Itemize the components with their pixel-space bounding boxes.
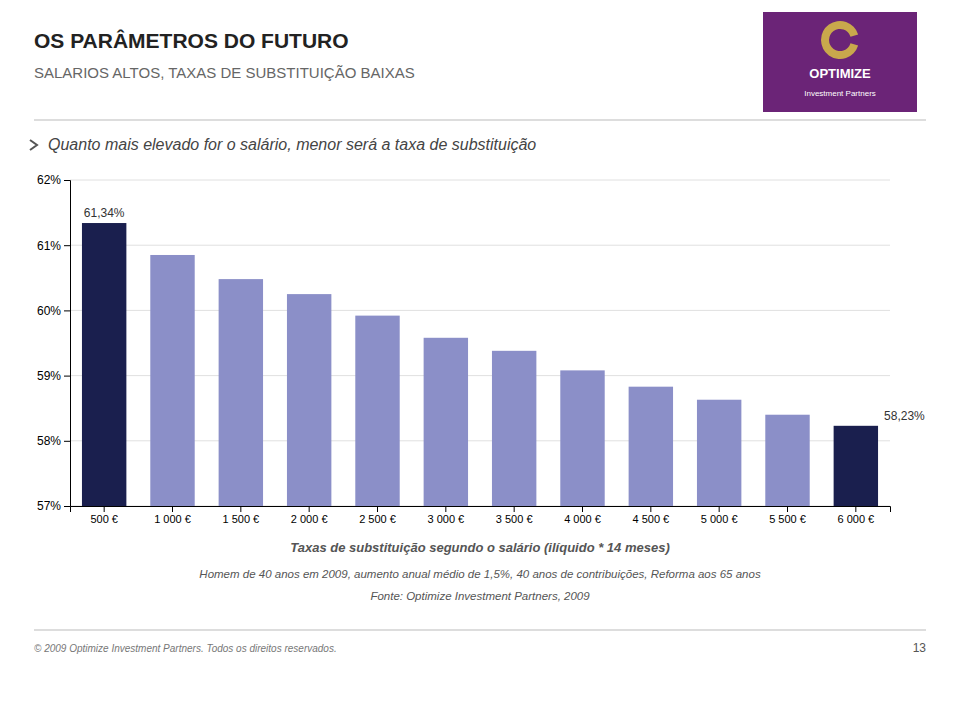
- tick-mark: [650, 506, 651, 512]
- tick-mark: [240, 506, 241, 512]
- caption: Taxas de substituição segundo o salário …: [290, 540, 670, 555]
- bar: [765, 415, 809, 506]
- tick-label: 2 000 €: [291, 513, 328, 525]
- tick-label: 5 500 €: [769, 513, 806, 525]
- caption-line: Homem de 40 anos em 2009, aumento anual …: [199, 568, 761, 580]
- caption-line: Fonte: Optimize Investment Partners, 200…: [370, 590, 590, 602]
- tick-label: 59%: [37, 369, 61, 383]
- page-number: 13: [913, 641, 927, 655]
- bar: [834, 426, 878, 506]
- tick: 1 500 €: [222, 506, 259, 525]
- tick: 1 000 €: [154, 506, 191, 525]
- tick-mark: [64, 180, 70, 181]
- tick: 500 €: [90, 506, 118, 525]
- footer: © 2009 Optimize Investment Partners. Tod…: [34, 643, 337, 654]
- tick-label: 58%: [37, 434, 61, 448]
- bar: [424, 338, 468, 506]
- x-axis: 500 € 1 000 € 1 500 € 2 000 € 2 500 € 3 000 €…: [71, 506, 891, 525]
- bar: [560, 370, 604, 506]
- tick-label: 62%: [37, 173, 61, 187]
- tick-label: 1 500 €: [222, 513, 259, 525]
- tick: 3 000 €: [427, 506, 464, 525]
- tick-mark: [582, 506, 583, 512]
- bullet: [30, 140, 37, 150]
- tick-mark: [309, 506, 310, 512]
- data-label: 58,23%: [884, 409, 925, 423]
- tick: 4 500 €: [632, 506, 669, 525]
- grid-line: [70, 180, 890, 181]
- bars: [82, 223, 878, 506]
- tick-mark: [719, 506, 720, 512]
- tick-label: 6 000 €: [837, 513, 874, 525]
- tick-mark: [855, 506, 856, 512]
- tick-label: 5 000 €: [701, 513, 738, 525]
- tick: 4 000 €: [564, 506, 601, 525]
- tick-mark: [64, 506, 70, 507]
- data-label: 61,34%: [84, 206, 125, 220]
- bar: [629, 387, 673, 506]
- bar: [150, 255, 194, 506]
- page: OS PARÂMETROS DO FUTURO SALARIOS ALTOS, T…: [0, 0, 960, 716]
- tick-label: 4 000 €: [564, 513, 601, 525]
- bar: [287, 294, 331, 506]
- tick-mark: [104, 506, 105, 512]
- tick-label: 3 500 €: [496, 513, 533, 525]
- tick-mark: [64, 245, 70, 246]
- note: Quanto mais elevado for o salário, menor…: [48, 136, 536, 153]
- bar: [355, 316, 399, 506]
- tick: 59%: [37, 369, 70, 383]
- tick-label: 57%: [37, 499, 61, 513]
- title: OS PARÂMETROS DO FUTURO: [34, 29, 349, 52]
- tick-label: 61%: [37, 239, 61, 253]
- tick-mark: [787, 506, 788, 512]
- tick: 2 000 €: [291, 506, 328, 525]
- tick: 6 000 €: [837, 506, 874, 525]
- tick-label: 2 500 €: [359, 513, 396, 525]
- tick-mark: [172, 506, 173, 512]
- tick-label: 60%: [37, 304, 61, 318]
- separator: [34, 120, 926, 121]
- tick-mark: [64, 310, 70, 311]
- subtitle: SALARIOS ALTOS, TAXAS DE SUBSTITUIÇÃO BA…: [34, 64, 415, 81]
- tick: 61%: [37, 239, 70, 253]
- y-axis: 57% 58% 59% 60% 61% 62%: [37, 173, 71, 513]
- tick: 57%: [37, 499, 70, 513]
- logo-text: OPTIMIZE: [809, 66, 871, 81]
- tick: 5 000 €: [701, 506, 738, 525]
- bar: [697, 400, 741, 506]
- tick-mark: [514, 506, 515, 512]
- bar: [82, 223, 126, 506]
- tick: 58%: [37, 434, 70, 448]
- axis-line: [71, 507, 891, 513]
- data-labels: 61,34% 58,23%: [84, 206, 925, 423]
- logo: OPTIMIZE Investment Partners: [763, 12, 917, 112]
- grid: [70, 180, 890, 506]
- background: [0, 0, 960, 716]
- tick: 5 500 €: [769, 506, 806, 525]
- tick: 62%: [37, 173, 70, 187]
- separator: [34, 630, 926, 631]
- bar: [492, 351, 536, 506]
- grid-line: [70, 245, 890, 246]
- plot: 57% 58% 59% 60% 61% 62% 500 € 1 000 € 1 500 € 2 0…: [37, 173, 925, 524]
- tick-mark: [64, 441, 70, 442]
- tick-mark: [64, 376, 70, 377]
- logo-box: [763, 12, 917, 112]
- axis-line: [64, 181, 71, 507]
- tick-mark: [377, 506, 378, 512]
- tick-label: 1 000 €: [154, 513, 191, 525]
- bar: [219, 279, 263, 506]
- tick: 3 500 €: [496, 506, 533, 525]
- tick-mark: [445, 506, 446, 512]
- tick-label: 500 €: [90, 513, 118, 525]
- tick-label: 3 000 €: [427, 513, 464, 525]
- logo-mark: [821, 21, 858, 59]
- tick-label: 4 500 €: [632, 513, 669, 525]
- logo-text: Investment Partners: [804, 89, 876, 98]
- tick: 60%: [37, 304, 70, 318]
- tick: 2 500 €: [359, 506, 396, 525]
